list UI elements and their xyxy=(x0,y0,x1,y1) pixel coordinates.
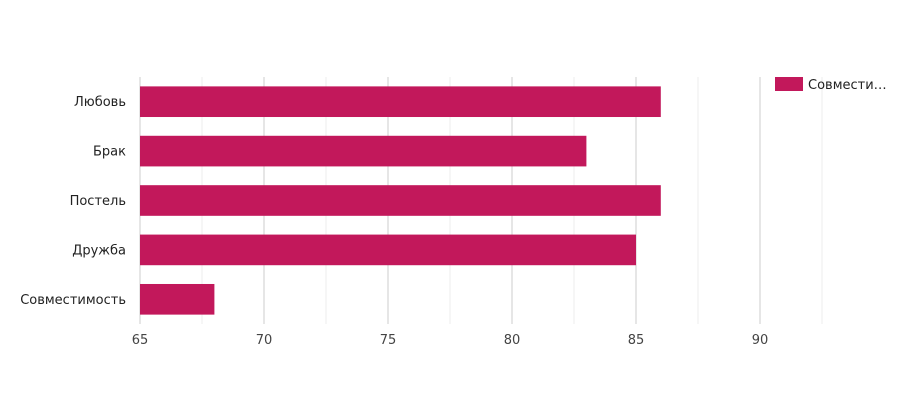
legend[interactable]: Совмести… xyxy=(775,77,887,93)
x-tick-label: 85 xyxy=(628,333,645,348)
bar[interactable] xyxy=(140,86,661,118)
x-axis-ticks: 65 70 75 80 85 90 xyxy=(132,333,769,348)
category-label: Брак xyxy=(93,145,126,160)
category-labels: Любовь Брак Постель Дружба Совместимость xyxy=(20,95,126,308)
x-tick-label: 65 xyxy=(132,333,149,348)
category-label: Постель xyxy=(70,194,126,209)
bars xyxy=(140,86,661,315)
bar[interactable] xyxy=(140,185,661,216)
category-label: Совместимость xyxy=(20,293,126,308)
bar[interactable] xyxy=(140,135,587,167)
x-tick-label: 80 xyxy=(504,333,521,348)
bar[interactable] xyxy=(140,234,636,266)
legend-swatch xyxy=(775,77,803,91)
x-tick-label: 75 xyxy=(380,333,397,348)
bar[interactable] xyxy=(140,283,215,315)
category-label: Любовь xyxy=(74,95,126,110)
x-tick-label: 70 xyxy=(256,333,273,348)
category-label: Дружба xyxy=(72,243,126,258)
legend-label: Совмести… xyxy=(808,78,887,93)
x-tick-label: 90 xyxy=(752,333,769,348)
